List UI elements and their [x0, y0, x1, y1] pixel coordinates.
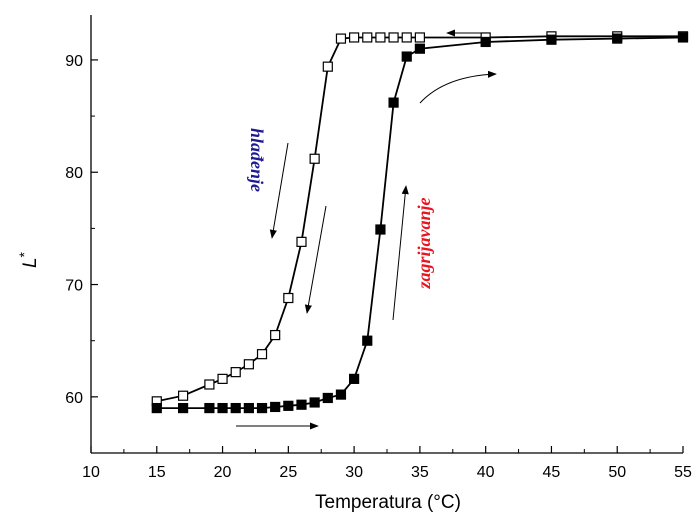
annotation-arrows [236, 29, 497, 430]
series-1-point [362, 32, 373, 43]
series-1-point [375, 32, 386, 43]
series-2-point [546, 34, 557, 45]
series-2-point [177, 402, 189, 414]
series-1-point [177, 390, 189, 401]
arrow-cooling-down-2 [304, 205, 327, 314]
series-2-point [401, 51, 412, 62]
series-2-point [414, 43, 425, 54]
series-2-point [217, 402, 228, 414]
series-1-point [349, 32, 360, 43]
series-2-point [612, 33, 623, 44]
x-tick-label: 55 [674, 464, 692, 481]
ticks: 10 15 20 25 30 35 40 45 50 55 60 70 80 90 [65, 53, 692, 481]
x-tick-label: 15 [148, 464, 166, 481]
y-axis-title-sup: * [16, 251, 32, 257]
heating-label: zagrijavanje [414, 197, 434, 289]
series-1-point [322, 61, 333, 72]
x-tick-label: 35 [411, 464, 429, 481]
series-2-point [388, 97, 399, 108]
series-2-point [309, 397, 320, 408]
series-2-point [270, 401, 281, 413]
x-tick-label: 20 [214, 464, 232, 481]
series-2-point [204, 402, 215, 414]
series-1-point [256, 349, 268, 360]
series-1-point [243, 359, 254, 370]
series-2-point [677, 32, 689, 43]
series-1-point [270, 329, 281, 341]
x-tick-label: 50 [608, 464, 626, 481]
series-2-point [335, 389, 347, 400]
series-2-point [375, 224, 386, 235]
series-2-point [362, 335, 373, 346]
x-tick-label: 10 [82, 464, 100, 481]
x-tick-label: 25 [279, 464, 297, 481]
series-1-point [204, 379, 215, 390]
y-axis-title: L* [16, 251, 41, 268]
series-2-point [480, 36, 491, 48]
x-tick-label: 30 [345, 464, 363, 481]
series-1-point [230, 367, 241, 378]
y-tick-label: 70 [65, 278, 83, 295]
arrow-cooling-down-1 [269, 142, 289, 239]
series-1-point [217, 373, 228, 384]
x-tick-label: 40 [477, 464, 495, 481]
x-tick-label: 45 [543, 464, 561, 481]
series-markers [151, 31, 689, 414]
series-2-point [256, 402, 268, 414]
series-2-point [243, 402, 254, 414]
series-1-point [296, 236, 307, 247]
series-1-point [401, 32, 412, 43]
arrow-heating-up [392, 185, 409, 321]
series-2-point [322, 392, 333, 404]
series-2-point [230, 402, 241, 414]
y-tick-label: 90 [65, 53, 83, 70]
arrow-heating-curve [419, 70, 497, 104]
x-axis-title: Temperatura (°C) [315, 492, 461, 513]
series-1-point [283, 292, 294, 304]
series-2-point [296, 399, 307, 410]
series-2-point [151, 402, 162, 414]
cooling-label: hlađenje [247, 128, 267, 192]
series-2-point [349, 373, 360, 384]
series-1-point [414, 32, 425, 43]
y-tick-label: 80 [65, 165, 83, 182]
series-2-point [283, 400, 294, 411]
series-1-point [309, 153, 320, 164]
axes [90, 15, 683, 454]
series-1-point [335, 33, 347, 44]
y-axis-title-main: L [20, 257, 41, 268]
series-1-point [388, 32, 399, 43]
y-tick-label: 60 [65, 390, 83, 407]
